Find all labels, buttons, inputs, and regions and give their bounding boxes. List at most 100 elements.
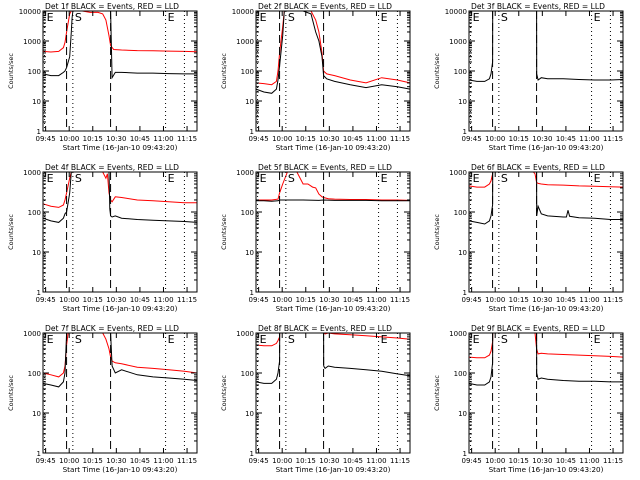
time-marker-label: E	[381, 333, 388, 346]
x-tick-label: 10:45	[556, 135, 576, 143]
time-marker-label: S	[288, 333, 295, 346]
time-marker-label: E	[260, 333, 267, 346]
x-tick-label: 10:45	[130, 296, 150, 304]
x-tick-label: 10:15	[509, 457, 529, 465]
events-series-line	[255, 10, 411, 94]
x-tick-label: 11:15	[603, 296, 623, 304]
time-marker-label: E	[260, 172, 267, 185]
y-tick-label: 1	[250, 450, 254, 458]
chart-title: Det 8f BLACK = Events, RED = LLD	[258, 324, 392, 333]
x-tick-label: 11:15	[603, 135, 623, 143]
time-marker-label: E	[47, 333, 54, 346]
y-tick-label: 1000	[236, 169, 254, 177]
x-tick-label: 10:30	[532, 296, 552, 304]
y-tick-label: 100	[28, 209, 41, 217]
x-tick-label: 10:30	[532, 135, 552, 143]
y-axis-label: Counts/sec	[433, 214, 441, 250]
y-axis-label: Counts/sec	[7, 53, 15, 89]
chart-title: Det 4f BLACK = Events, RED = LLD	[45, 163, 179, 172]
x-tick-label: 11:15	[390, 457, 410, 465]
x-tick-label: 10:30	[319, 457, 339, 465]
x-tick-label: 09:45	[249, 296, 269, 304]
time-marker-label: E	[168, 172, 175, 185]
plot-frame	[255, 332, 411, 454]
y-tick-label: 10	[458, 98, 467, 106]
x-tick-label: 11:00	[366, 135, 386, 143]
x-tick-label: 09:45	[462, 135, 482, 143]
y-tick-label: 1000	[449, 330, 467, 338]
y-tick-label: 100	[241, 370, 254, 378]
y-tick-label: 100	[241, 209, 254, 217]
time-marker-label: E	[594, 11, 601, 24]
y-tick-label: 10	[32, 410, 41, 418]
x-axis-label: Start Time (16-Jan-10 09:43:20)	[276, 465, 391, 474]
x-tick-label: 10:15	[296, 135, 316, 143]
time-marker-label: E	[594, 333, 601, 346]
time-marker-label: S	[75, 11, 82, 24]
x-tick-label: 11:15	[177, 457, 197, 465]
time-marker-label: S	[501, 11, 508, 24]
x-tick-label: 09:45	[36, 135, 56, 143]
chart-title: Det 7f BLACK = Events, RED = LLD	[45, 324, 179, 333]
x-axis-label: Start Time (16-Jan-10 09:43:20)	[63, 465, 178, 474]
plot-frame	[468, 171, 624, 293]
time-marker-label: E	[168, 11, 175, 24]
time-marker-label: S	[288, 11, 295, 24]
x-axis-label: Start Time (16-Jan-10 09:43:20)	[276, 304, 391, 313]
time-marker-label: S	[288, 172, 295, 185]
y-tick-label: 1000	[23, 38, 41, 46]
y-tick-label: 100	[28, 370, 41, 378]
lld-series-line	[256, 171, 411, 201]
time-marker-label: E	[47, 11, 54, 24]
x-tick-label: 09:45	[36, 457, 56, 465]
y-tick-label: 1	[463, 450, 467, 458]
x-tick-label: 10:15	[83, 296, 103, 304]
chart-title: Det 9f BLACK = Events, RED = LLD	[471, 324, 605, 333]
chart-title: Det 3f BLACK = Events, RED = LLD	[471, 2, 605, 11]
x-tick-label: 10:45	[130, 457, 150, 465]
y-tick-label: 10	[245, 98, 254, 106]
time-marker-label: E	[473, 333, 480, 346]
y-axis-label: Counts/sec	[433, 375, 441, 411]
x-tick-label: 09:45	[462, 296, 482, 304]
y-tick-label: 1000	[236, 330, 254, 338]
y-tick-label: 10000	[19, 8, 41, 16]
x-tick-label: 10:00	[272, 457, 292, 465]
x-tick-label: 10:15	[509, 296, 529, 304]
x-tick-label: 09:45	[462, 457, 482, 465]
time-marker-label: E	[473, 11, 480, 24]
x-axis-label: Start Time (16-Jan-10 09:43:20)	[489, 143, 604, 152]
x-tick-label: 11:15	[390, 135, 410, 143]
y-tick-label: 10	[458, 249, 467, 257]
y-tick-label: 1	[463, 289, 467, 297]
chart-title: Det 1f BLACK = Events, RED = LLD	[45, 2, 179, 11]
y-tick-label: 100	[454, 68, 467, 76]
x-tick-label: 10:15	[509, 135, 529, 143]
x-tick-label: 10:45	[343, 457, 363, 465]
x-tick-label: 10:00	[485, 296, 505, 304]
plot-frame	[42, 332, 198, 454]
y-axis-label: Counts/sec	[220, 214, 228, 250]
x-tick-label: 09:45	[249, 457, 269, 465]
x-tick-label: 10:30	[319, 135, 339, 143]
time-marker-label: E	[473, 172, 480, 185]
x-tick-label: 10:15	[296, 457, 316, 465]
x-tick-label: 10:00	[272, 296, 292, 304]
plot-frame	[468, 332, 624, 454]
x-tick-label: 11:15	[177, 135, 197, 143]
lld-series-line	[42, 171, 197, 208]
time-marker-label: S	[75, 172, 82, 185]
x-tick-label: 09:45	[36, 296, 56, 304]
time-marker-label: E	[594, 172, 601, 185]
x-axis-label: Start Time (16-Jan-10 09:43:20)	[63, 304, 178, 313]
time-marker-label: S	[501, 333, 508, 346]
x-tick-label: 10:15	[83, 135, 103, 143]
x-tick-label: 10:45	[130, 135, 150, 143]
y-tick-label: 1	[463, 128, 467, 136]
y-tick-label: 1000	[449, 169, 467, 177]
